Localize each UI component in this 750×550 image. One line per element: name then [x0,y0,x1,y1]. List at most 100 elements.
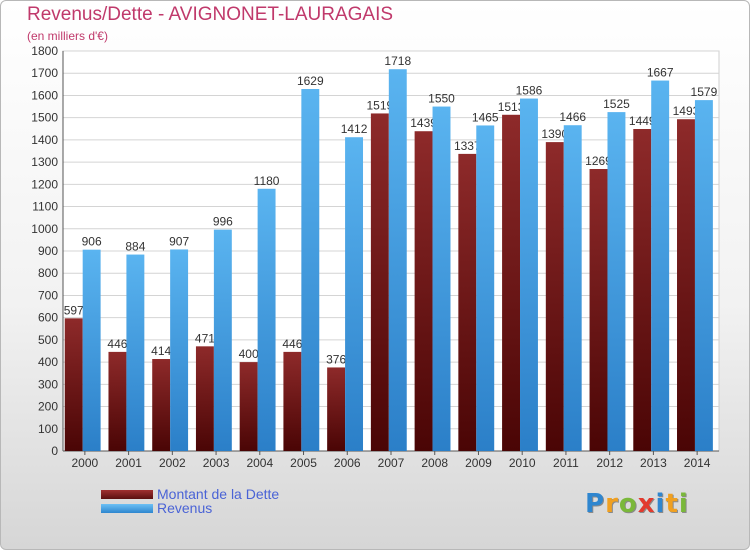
data-label-dette: 1439 [410,116,437,130]
legend-swatch-revenus [101,504,153,513]
logo-letter: t [665,489,679,519]
y-tick-label: 1700 [31,66,58,80]
data-label-revenus: 1466 [559,110,586,124]
bar-dette [458,153,477,451]
y-tick-label: 1400 [31,133,58,147]
bar-dette [589,169,608,451]
bar-dette [677,119,695,451]
bar-dette [327,367,346,451]
bar-revenus [345,137,364,451]
bar-revenus [607,112,626,451]
y-tick-label: 900 [38,244,58,258]
y-tick-label: 1600 [31,88,58,102]
logo-letter: o [618,489,638,519]
x-tick-label: 2007 [378,456,405,470]
legend-label-revenus: Revenus [157,500,213,516]
bar-revenus [694,100,713,451]
data-label-dette: 1513 [498,100,525,114]
x-tick-label: 2003 [203,456,230,470]
data-label-dette: 414 [151,344,171,358]
bar-dette [502,114,521,452]
bar-dette [545,142,564,451]
data-label-revenus: 1550 [428,92,455,106]
y-tick-label: 1000 [31,222,58,236]
data-label-revenus: 1579 [691,85,718,99]
bar-revenus [651,80,670,452]
x-tick-label: 2004 [246,456,273,470]
x-tick-label: 2014 [684,456,711,470]
data-label-revenus: 1412 [341,122,368,136]
data-label-dette: 1519 [366,98,393,112]
x-tick-label: 2010 [509,456,536,470]
bar-dette [633,129,652,451]
data-label-revenus: 1718 [384,54,411,68]
data-label-dette: 471 [195,331,215,345]
y-tick-label: 200 [38,400,58,414]
data-label-dette: 597 [64,303,84,317]
y-tick-label: 700 [38,288,58,302]
x-tick-label: 2001 [115,456,142,470]
data-label-dette: 446 [282,337,302,351]
data-label-revenus: 907 [169,234,189,248]
bar-revenus [126,254,145,451]
x-tick-label: 2012 [596,456,623,470]
data-label-revenus: 1180 [254,174,280,188]
data-label-dette: 400 [239,347,259,361]
bar-revenus [432,106,451,452]
x-tick-label: 2005 [290,456,317,470]
bar-dette [64,318,83,451]
logo-letter: x [637,489,656,519]
proxiti-logo: Proxiti [585,489,689,519]
bar-dette [108,351,127,451]
data-label-dette: 1390 [541,127,568,141]
y-tick-label: 600 [38,311,58,325]
chart-subtitle: (en milliers d'€) [27,29,108,43]
logo-letter: i [655,489,666,519]
data-label-revenus: 906 [82,235,102,249]
data-label-dette: 376 [326,352,346,366]
bar-revenus [82,249,101,451]
x-tick-label: 2009 [465,456,492,470]
y-tick-label: 1300 [31,155,58,169]
y-tick-label: 100 [38,422,58,436]
y-tick-label: 500 [38,333,58,347]
data-label-revenus: 1629 [297,74,324,88]
chart-title: Revenus/Dette - AVIGNONET-LAURAGAIS [27,4,394,25]
bar-dette [370,113,389,451]
x-tick-label: 2013 [640,456,667,470]
x-tick-label: 2002 [159,456,186,470]
bar-revenus [213,229,232,451]
y-tick-label: 1800 [31,44,58,58]
x-tick-label: 2008 [421,456,448,470]
data-label-dette: 1269 [585,154,612,168]
y-tick-label: 800 [38,266,58,280]
data-label-revenus: 1525 [603,97,630,111]
data-label-dette: 1449 [629,114,656,128]
data-label-revenus: 1667 [647,66,674,80]
x-tick-label: 2006 [334,456,361,470]
y-tick-label: 400 [38,355,58,369]
bar-dette [239,362,258,451]
logo-letter: r [605,489,619,519]
logo-letter: P [585,489,606,519]
y-tick-label: 300 [38,377,58,391]
bar-dette [152,359,171,451]
data-label-revenus: 996 [213,215,233,229]
bar-revenus [170,249,189,451]
bar-revenus [301,89,320,451]
data-label-revenus: 1586 [516,84,543,98]
data-label-dette: 446 [107,337,127,351]
logo-letter: i [678,489,689,519]
data-label-dette: 1337 [454,139,481,153]
data-label-dette: 1493 [673,104,700,118]
bar-revenus [520,98,538,452]
y-tick-label: 1100 [32,200,58,214]
x-tick-label: 2000 [72,456,99,470]
y-tick-label: 1200 [31,177,58,191]
x-tick-label: 2011 [553,456,579,470]
bar-revenus [563,125,582,451]
bar-revenus [257,188,276,451]
legend-label-dette: Montant de la Dette [157,486,280,502]
